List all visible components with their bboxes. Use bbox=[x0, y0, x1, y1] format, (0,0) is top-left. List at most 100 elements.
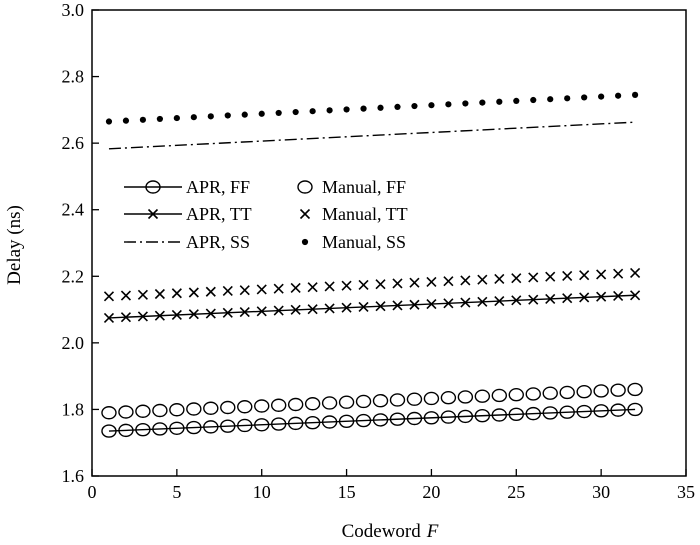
cross-stroke bbox=[120, 312, 132, 323]
circle-marker bbox=[389, 412, 406, 426]
circle-marker bbox=[186, 420, 202, 435]
cross-stroke bbox=[375, 301, 386, 312]
cross-marker bbox=[358, 279, 369, 291]
cross-marker bbox=[273, 305, 284, 316]
cross-stroke bbox=[511, 295, 522, 306]
cross-marker bbox=[545, 293, 556, 304]
dot-marker bbox=[258, 110, 265, 117]
cross-stroke bbox=[579, 292, 590, 303]
dot-marker bbox=[496, 98, 503, 105]
dot-marker bbox=[479, 99, 486, 106]
cross-marker bbox=[409, 299, 420, 310]
circle-marker bbox=[542, 406, 558, 420]
circle-marker bbox=[406, 411, 423, 426]
series-layer bbox=[101, 91, 643, 438]
dot-marker bbox=[530, 96, 537, 104]
circle-marker bbox=[627, 402, 643, 417]
legend-item: APR, FF bbox=[124, 177, 250, 197]
cross-marker bbox=[528, 294, 539, 305]
dot-marker bbox=[173, 114, 180, 122]
y-tick-label: 2.4 bbox=[62, 200, 85, 220]
circle-marker bbox=[169, 421, 185, 435]
cross-stroke bbox=[307, 282, 318, 293]
cross-marker bbox=[613, 268, 624, 279]
circle-marker bbox=[474, 389, 491, 403]
legend-item: APR, SS bbox=[124, 232, 250, 252]
cross-stroke bbox=[171, 309, 182, 321]
circle-marker bbox=[338, 414, 355, 428]
cross-marker bbox=[494, 296, 505, 307]
cross-stroke bbox=[528, 294, 539, 305]
cross-stroke bbox=[154, 310, 165, 321]
circle-marker bbox=[338, 395, 355, 409]
circle-marker bbox=[152, 422, 168, 436]
circle-marker bbox=[559, 385, 575, 400]
circle-marker bbox=[457, 390, 474, 404]
cross-stroke bbox=[256, 284, 267, 295]
cross-marker bbox=[307, 304, 318, 315]
cross-marker bbox=[256, 306, 267, 317]
circle-marker bbox=[101, 406, 117, 420]
cross-stroke bbox=[460, 275, 471, 286]
dot-marker bbox=[241, 111, 248, 118]
cross-stroke bbox=[103, 291, 115, 302]
cross-marker bbox=[426, 276, 437, 288]
y-tick-label: 2.6 bbox=[62, 133, 85, 153]
cross-stroke bbox=[613, 268, 624, 279]
legend-item: Manual, TT bbox=[299, 204, 408, 224]
y-tick-label: 2.2 bbox=[62, 266, 85, 286]
cross-marker bbox=[239, 285, 250, 296]
cross-marker bbox=[511, 295, 522, 306]
circle-marker bbox=[287, 397, 304, 412]
circle-marker bbox=[287, 416, 304, 431]
series-6 bbox=[105, 91, 639, 125]
dot-marker bbox=[122, 117, 130, 124]
cross-stroke bbox=[147, 208, 159, 220]
cross-stroke bbox=[596, 269, 607, 280]
cross-stroke bbox=[341, 280, 352, 291]
dot-marker bbox=[224, 112, 231, 119]
circle-marker bbox=[135, 404, 151, 418]
legend-label: APR, SS bbox=[186, 232, 250, 252]
y-tick-label: 1.8 bbox=[62, 399, 85, 419]
cross-stroke bbox=[188, 287, 199, 298]
cross-marker bbox=[392, 300, 403, 311]
cross-marker bbox=[596, 291, 607, 302]
series-4 bbox=[101, 382, 643, 420]
cross-marker bbox=[188, 287, 199, 298]
cross-marker bbox=[324, 281, 335, 292]
circle-marker bbox=[491, 408, 508, 422]
cross-stroke bbox=[222, 285, 233, 297]
cross-marker bbox=[137, 289, 148, 300]
cross-marker bbox=[222, 307, 233, 318]
cross-stroke bbox=[154, 288, 165, 300]
cross-marker bbox=[375, 301, 386, 312]
circle-marker bbox=[237, 418, 253, 433]
circle-marker bbox=[270, 398, 287, 412]
circle-marker bbox=[321, 396, 338, 410]
cross-marker bbox=[562, 293, 573, 304]
circle-marker bbox=[610, 403, 626, 417]
circle-marker bbox=[389, 393, 406, 407]
x-tick-label: 20 bbox=[422, 482, 440, 502]
cross-stroke bbox=[239, 306, 250, 318]
cross-stroke bbox=[443, 276, 454, 287]
y-tick-label: 2.0 bbox=[62, 333, 85, 353]
cross-stroke bbox=[205, 286, 216, 297]
circle-marker bbox=[237, 400, 253, 414]
legend-label: Manual, TT bbox=[322, 204, 408, 224]
circle-marker bbox=[576, 404, 592, 419]
circle-marker bbox=[203, 420, 219, 434]
cross-stroke bbox=[358, 301, 369, 313]
circle-marker bbox=[254, 418, 270, 432]
cross-marker bbox=[205, 286, 216, 297]
circle-marker bbox=[220, 419, 236, 433]
cross-marker bbox=[579, 292, 590, 303]
legend-item: Manual, FF bbox=[297, 177, 406, 197]
cross-stroke bbox=[290, 304, 301, 315]
cross-stroke bbox=[205, 308, 216, 319]
legend-item: APR, TT bbox=[124, 204, 252, 224]
dot-marker bbox=[207, 113, 214, 120]
circle-marker bbox=[169, 403, 185, 417]
